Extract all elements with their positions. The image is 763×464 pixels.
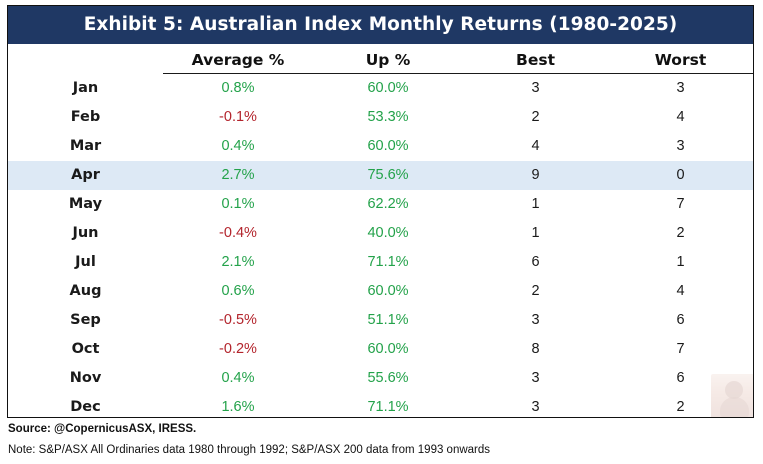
returns-table-frame: Exhibit 5: Australian Index Monthly Retu…	[7, 5, 754, 418]
average-value: -0.2%	[219, 341, 257, 357]
table-row-apr: Apr 2.7% 75.6% 9 0	[8, 161, 753, 190]
month-label: Sep	[70, 312, 101, 328]
table-row-jan: Jan 0.8% 60.0% 3 3	[8, 74, 753, 103]
up-value: 75.6%	[367, 167, 409, 183]
worst-value: 4	[676, 283, 685, 299]
table-row-aug: Aug 0.6% 60.0% 2 4	[8, 277, 753, 306]
up-value: 60.0%	[367, 80, 409, 96]
up-value: 55.6%	[367, 370, 409, 386]
worst-value: 3	[676, 80, 685, 96]
table-row-jul: Jul 2.1% 71.1% 6 1	[8, 248, 753, 277]
worst-value: 2	[676, 225, 685, 241]
best-value: 1	[531, 225, 540, 241]
table-row-nov: Nov 0.4% 55.6% 3 6	[8, 364, 753, 393]
average-value: 2.1%	[221, 254, 255, 270]
best-value: 6	[531, 254, 540, 270]
month-label: Feb	[70, 109, 101, 125]
month-label: Nov	[69, 370, 102, 386]
average-value: 0.1%	[221, 196, 255, 212]
up-value: 60.0%	[367, 138, 409, 154]
header-divider	[163, 73, 753, 74]
month-label: Mar	[69, 138, 102, 154]
best-value: 8	[531, 341, 540, 357]
up-value: 53.3%	[367, 109, 409, 125]
table-row-oct: Oct -0.2% 60.0% 8 7	[8, 335, 753, 364]
up-value: 71.1%	[367, 399, 409, 415]
average-value: 0.6%	[221, 283, 255, 299]
month-label: Dec	[70, 399, 101, 415]
best-value: 3	[531, 312, 540, 328]
table-row-feb: Feb -0.1% 53.3% 2 4	[8, 103, 753, 132]
month-label: Oct	[71, 341, 100, 357]
best-value: 2	[531, 283, 540, 299]
best-value: 3	[531, 80, 540, 96]
up-value: 60.0%	[367, 341, 409, 357]
worst-value: 7	[676, 196, 685, 212]
worst-value: 4	[676, 109, 685, 125]
worst-value: 3	[676, 138, 685, 154]
table-row-jun: Jun -0.4% 40.0% 1 2	[8, 219, 753, 248]
header-best: Best	[516, 51, 555, 69]
table-row-dec: Dec 1.6% 71.1% 3 2	[8, 393, 753, 417]
average-value: 0.8%	[221, 80, 255, 96]
worst-value: 1	[676, 254, 685, 270]
note-text: Note: S&P/ASX All Ordinaries data 1980 t…	[8, 444, 491, 456]
month-label: May	[68, 196, 103, 212]
month-label: Jul	[75, 254, 96, 270]
table-row-may: May 0.1% 62.2% 1 7	[8, 190, 753, 219]
header-average: Average %	[191, 51, 285, 69]
up-value: 71.1%	[367, 254, 409, 270]
table-row-mar: Mar 0.4% 60.0% 4 3	[8, 132, 753, 161]
up-value: 62.2%	[367, 196, 409, 212]
month-label: Apr	[71, 167, 100, 183]
worst-value: 7	[676, 341, 685, 357]
average-value: 0.4%	[221, 138, 255, 154]
best-value: 3	[531, 370, 540, 386]
chart-title: Exhibit 5: Australian Index Monthly Retu…	[8, 6, 753, 44]
worst-value: 6	[676, 312, 685, 328]
average-value: -0.1%	[219, 109, 257, 125]
table-header: Average % Up % Best Worst	[8, 46, 753, 74]
header-up: Up %	[365, 51, 411, 69]
up-value: 51.1%	[367, 312, 409, 328]
average-value: 0.4%	[221, 370, 255, 386]
month-label: Jan	[72, 80, 99, 96]
worst-value: 2	[676, 399, 685, 415]
header-worst: Worst	[654, 51, 707, 69]
best-value: 2	[531, 109, 540, 125]
best-value: 1	[531, 196, 540, 212]
month-label: Aug	[69, 283, 102, 299]
best-value: 3	[531, 399, 540, 415]
average-value: 1.6%	[221, 399, 255, 415]
table-body: Jan 0.8% 60.0% 3 3 Feb -0.1% 53.3% 2 4 Mar 0.4% 60.0…	[8, 74, 753, 417]
best-value: 4	[531, 138, 540, 154]
up-value: 40.0%	[367, 225, 409, 241]
average-value: -0.4%	[219, 225, 257, 241]
source-text: Source: @CopernicusASX, IRESS.	[8, 423, 197, 435]
worst-value: 0	[676, 167, 685, 183]
worst-value: 6	[676, 370, 685, 386]
portrait-watermark-icon	[711, 374, 753, 417]
average-value: -0.5%	[219, 312, 257, 328]
table-row-sep: Sep -0.5% 51.1% 3 6	[8, 306, 753, 335]
best-value: 9	[531, 167, 540, 183]
average-value: 2.7%	[221, 167, 255, 183]
month-label: Jun	[72, 225, 99, 241]
up-value: 60.0%	[367, 283, 409, 299]
